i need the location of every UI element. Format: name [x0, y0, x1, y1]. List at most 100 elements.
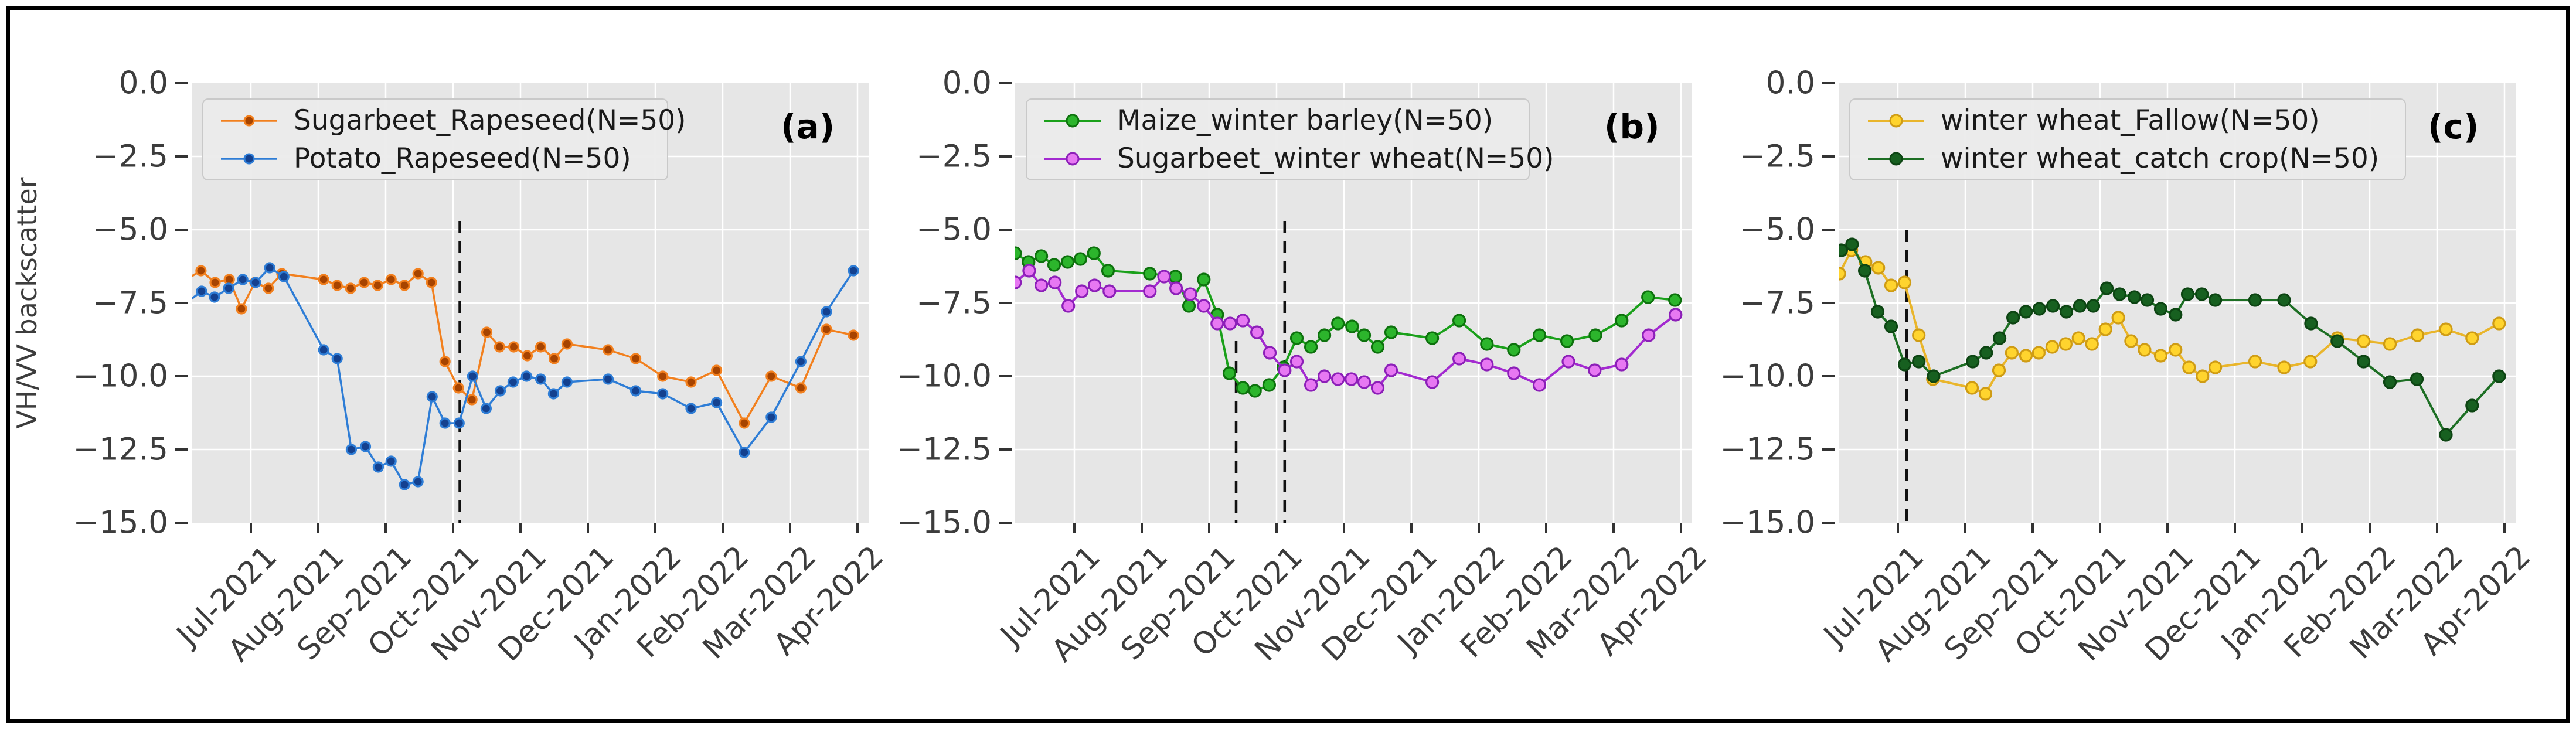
data-point	[480, 403, 492, 414]
data-point	[453, 417, 465, 429]
data-point	[1289, 331, 1304, 345]
legend-item: winter wheat_Fallow(N=50)	[1850, 104, 2405, 137]
legend-item: Potato_Rapeseed(N=50)	[203, 142, 667, 175]
data-point	[1183, 287, 1197, 301]
data-point	[1169, 281, 1183, 295]
y-tick-label: −5.0	[916, 212, 992, 248]
series-winter-wheat-catch-crop	[1839, 237, 2506, 442]
data-point	[1034, 278, 1049, 292]
data-point	[848, 265, 859, 277]
data-point	[1304, 340, 1318, 354]
data-point	[1087, 246, 1101, 260]
data-point	[2073, 299, 2087, 313]
x-tick-mark	[317, 523, 319, 533]
data-point	[1370, 340, 1385, 354]
data-point	[2356, 355, 2371, 369]
x-tick-mark	[250, 523, 252, 533]
data-point	[1022, 264, 1036, 278]
data-point	[236, 303, 247, 315]
data-point	[2304, 316, 2318, 331]
y-tick-mark	[175, 155, 188, 158]
data-point	[2058, 337, 2073, 351]
data-point	[685, 403, 697, 414]
data-point	[2492, 369, 2506, 383]
series-maize-winter-barley	[1015, 246, 1682, 398]
data-point	[331, 353, 343, 364]
data-point	[821, 323, 832, 335]
x-tick-mark	[519, 523, 522, 533]
data-point	[1331, 372, 1345, 386]
data-point	[1884, 319, 1898, 333]
x-tick-mark	[1275, 523, 1278, 533]
x-tick-mark	[1073, 523, 1076, 533]
data-point	[467, 370, 478, 382]
x-tick-mark	[722, 523, 724, 533]
data-point	[1015, 275, 1022, 289]
data-point	[2439, 322, 2453, 336]
data-point	[1641, 290, 1655, 304]
data-point	[548, 353, 560, 364]
data-point	[2208, 293, 2223, 307]
x-tick-mark	[2301, 523, 2303, 533]
data-point	[1966, 355, 1980, 369]
x-tick-mark	[1208, 523, 1210, 533]
x-tick-mark	[1141, 523, 1143, 533]
data-point	[1236, 314, 1250, 328]
y-tick-mark	[175, 375, 188, 377]
panel-a-letter: (a)	[781, 107, 835, 147]
data-point	[2099, 281, 2114, 295]
x-tick-mark	[384, 523, 387, 533]
data-point	[452, 382, 464, 394]
data-point	[1615, 314, 1629, 328]
data-point	[385, 455, 397, 467]
legend-marker-sugarbeet-rapeseed	[221, 115, 277, 126]
data-point	[521, 350, 533, 362]
data-point	[1845, 237, 1859, 251]
data-point	[1370, 381, 1385, 395]
data-point	[1143, 267, 1157, 281]
data-point	[1993, 331, 2007, 345]
data-point	[1532, 328, 1547, 342]
y-tick-mark	[1822, 448, 1835, 451]
data-point	[1278, 363, 1292, 377]
data-point	[1507, 366, 1521, 380]
data-point	[2046, 299, 2060, 313]
data-point	[561, 376, 573, 388]
data-point	[535, 373, 547, 385]
legend-item: Sugarbeet_winter wheat(N=50)	[1027, 142, 1554, 175]
data-point	[710, 364, 723, 376]
data-point	[237, 274, 249, 285]
data-point	[1317, 328, 1332, 342]
data-point	[1561, 355, 1575, 369]
x-tick-mark	[1897, 523, 1899, 533]
legend-marker-winter-wheat-catch-crop	[1868, 152, 1924, 165]
panel-b-letter: (b)	[1604, 107, 1660, 147]
data-point	[1015, 246, 1022, 260]
data-point	[1168, 270, 1183, 284]
data-point	[1560, 334, 1574, 348]
legend-marker-sugarbeet-winter-wheat	[1044, 152, 1101, 165]
data-point	[1345, 319, 1359, 333]
data-point	[629, 385, 642, 397]
panel-c-letter: (c)	[2428, 107, 2479, 147]
data-point	[1060, 255, 1075, 269]
data-point	[1927, 369, 1941, 383]
data-point	[1912, 355, 1926, 369]
y-tick-mark	[999, 448, 1012, 451]
x-tick-mark	[1612, 523, 1615, 533]
x-tick-mark	[654, 523, 656, 533]
data-point	[2124, 334, 2138, 348]
legend-marker-winter-wheat-fallow	[1868, 114, 1924, 127]
data-point	[1345, 372, 1359, 386]
data-point	[2059, 305, 2074, 319]
x-tick-mark	[2166, 523, 2169, 533]
data-point	[657, 370, 669, 382]
data-point	[547, 388, 560, 400]
x-tick-mark	[1478, 523, 1480, 533]
data-point	[494, 385, 506, 397]
data-point	[2112, 287, 2126, 301]
y-tick-label: −12.5	[1720, 431, 1815, 468]
data-point	[2031, 346, 2046, 360]
data-point	[602, 344, 614, 356]
